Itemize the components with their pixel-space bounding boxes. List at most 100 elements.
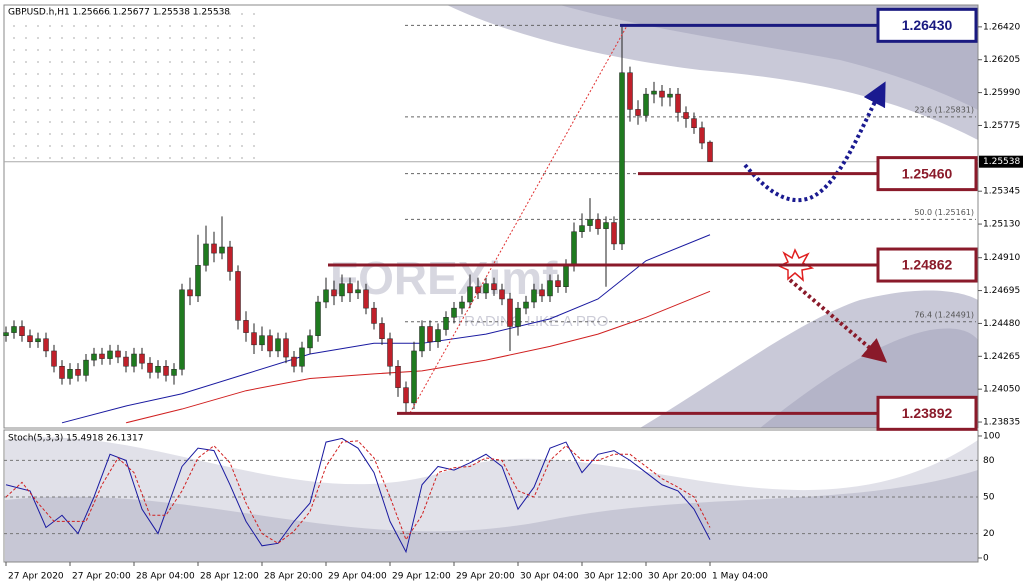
candle-body [595,219,601,229]
candle-body [659,90,665,98]
candle-body [211,243,217,254]
fib-label: 50.0 (1.25161) [914,208,974,217]
y-tick-label: 1.26420 [983,22,1020,32]
candle-body [515,307,521,327]
candle-body [99,353,105,359]
x-tick-label: 29 Apr 12:00 [392,572,451,582]
x-tick-label: 28 Apr 04:00 [136,572,195,582]
candle-body [251,332,257,346]
current-price-label: 1.25538 [983,157,1020,167]
candle-body [419,326,425,352]
candle-body [571,231,577,266]
candle-body [603,222,609,229]
candle-body [427,326,433,343]
fib-label: 23.6 (1.25831) [914,105,974,114]
y-tick-label: 1.24265 [983,352,1020,362]
candle-body [491,283,497,291]
candle-body [67,369,73,379]
moving-average [61,234,711,424]
candle-body [331,289,337,297]
x-tick-label: 28 Apr 12:00 [200,572,259,582]
y-tick-label: 100 [983,431,1000,441]
x-tick-label: 1 May 04:00 [712,572,768,582]
level-box [876,395,978,431]
level-label: 1.26430 [902,17,953,33]
candle-body [635,109,641,116]
candle-body [675,93,681,113]
candle-body [83,359,89,376]
y-tick-label: 1.25775 [983,121,1020,131]
y-tick-label: 1.23835 [983,418,1020,428]
candle-body [395,365,401,388]
candle-body [323,289,329,303]
candle-body [467,286,473,303]
candle-body [115,350,121,358]
candle-body [339,283,345,297]
candle-body [283,338,289,358]
candle-body [363,289,369,309]
candle-body [411,350,417,404]
candle-body [459,301,465,309]
candle-body [443,317,449,330]
y-tick-label: 20 [983,529,995,539]
candle-body [291,356,297,367]
y-tick-label: 1.25345 [983,187,1020,197]
candle-body [347,283,353,294]
y-tick-label: 80 [983,456,995,466]
candle-body [499,289,505,300]
x-tick-label: 30 Apr 20:00 [648,572,707,582]
level-box [876,156,978,192]
candle-body [171,369,177,376]
candle-body [91,353,97,361]
level-label: 1.24862 [902,257,953,273]
candle-body [387,338,393,367]
y-tick-label: 1.24480 [983,319,1020,329]
candle-body [611,222,617,245]
current-price-box [979,155,1023,168]
level-box [876,7,978,43]
level-label: 1.23892 [902,405,953,421]
candle-body [475,286,481,294]
candle-body [691,118,697,129]
candle-body [539,289,545,297]
fib-label: 76.4 (1.24491) [914,310,974,319]
candle-body [523,301,529,309]
candle-body [355,289,361,294]
candle-body [435,329,441,343]
candle-body [3,332,9,336]
candle-body [147,362,153,373]
candle-body [131,353,137,367]
candle-body [483,283,489,294]
candle-body [123,356,129,367]
candle-body [643,93,649,116]
candle-body [299,347,305,367]
candle-body [219,246,225,254]
moving-average [125,290,711,424]
candle-body [243,320,249,333]
stoch-frame [3,429,979,563]
candle-body [19,326,25,336]
candle-body [107,350,113,359]
candle-body [139,353,145,364]
candle-body [11,326,17,333]
level-label: 1.25460 [902,165,953,181]
y-tick-label: 0 [983,553,989,563]
level-box [876,247,978,283]
candle-body [555,280,561,287]
main-frame [3,4,979,429]
candle-body [275,338,281,352]
y-tick-label: 1.24910 [983,253,1020,263]
candle-body [163,365,169,376]
candle-body [179,289,185,370]
chart-title: GBPUSD.h,H1 1.25666 1.25677 1.25538 1.25… [8,8,230,18]
candle-body [307,335,313,349]
candle-body [51,350,57,367]
x-tick-label: 27 Apr 2020 [8,572,64,582]
candle-body [187,289,193,297]
candle-body [35,338,41,343]
candle-body [155,365,161,373]
candle-body [627,72,633,110]
candle-body [235,271,241,321]
y-tick-label: 1.25990 [983,88,1020,98]
